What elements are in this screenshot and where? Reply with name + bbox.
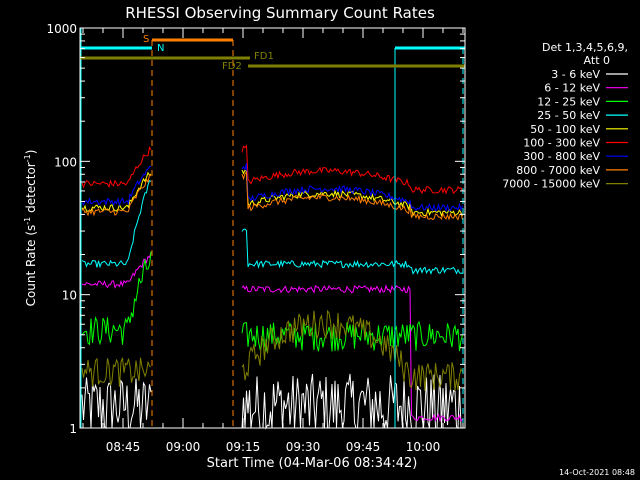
y-axis-ticks: 1 10 100 1000 <box>46 22 465 436</box>
series-line-9 <box>81 357 152 387</box>
series-line-1 <box>81 377 152 430</box>
legend-entry-label: 7000 - 15000 keV <box>502 178 600 191</box>
legend-title-2: Att 0 <box>584 54 610 67</box>
series-line-2 <box>241 284 463 423</box>
flag-bars: SN FD1 FD2 <box>80 28 465 428</box>
flag-label-n: N <box>157 43 164 54</box>
legend-entry-label: 12 - 25 keV <box>537 95 600 108</box>
x-axis-ticks: 08:45 09:00 09:15 09:30 09:45 10:00 <box>82 28 464 454</box>
legend-entry-label: 25 - 50 keV <box>537 109 600 122</box>
generated-timestamp: 14-Oct-2021 08:48 <box>559 468 635 477</box>
series-line-4 <box>241 228 463 275</box>
legend-entry-label: 3 - 6 keV <box>551 68 600 81</box>
chart-title: RHESSI Observing Summary Count Rates <box>125 4 435 22</box>
plot-lines <box>81 144 463 430</box>
series-line-3 <box>81 251 152 346</box>
legend-entry-label: 100 - 300 keV <box>523 137 600 150</box>
y-tick-label: 1000 <box>46 22 77 36</box>
series-line-7 <box>241 163 463 213</box>
series-line-4 <box>81 180 152 269</box>
x-axis-label: Start Time (04-Mar-06 08:34:42) <box>207 456 418 471</box>
series-line-6 <box>81 146 152 189</box>
legend-entry-label: 50 - 100 keV <box>530 123 600 136</box>
series-line-1 <box>241 373 463 430</box>
plot-frame <box>79 27 466 429</box>
x-tick-label: 09:45 <box>346 440 381 454</box>
legend-entry-label: 800 - 7000 keV <box>516 164 600 177</box>
series-line-2 <box>81 252 152 289</box>
x-tick-label: 09:30 <box>286 440 321 454</box>
y-tick-label: 10 <box>62 289 77 303</box>
y-tick-label: 100 <box>54 155 77 169</box>
series-line-3 <box>241 320 463 352</box>
x-tick-label: 10:00 <box>406 440 441 454</box>
legend-entry-label: 300 - 800 keV <box>523 150 600 163</box>
series-line-7 <box>81 165 152 207</box>
series-line-6 <box>241 144 463 195</box>
flag-label-s: S <box>143 34 149 45</box>
series-line-8 <box>81 174 152 217</box>
flag-label-fd2: FD2 <box>222 61 242 72</box>
x-tick-label: 08:45 <box>106 440 141 454</box>
series-line-9 <box>241 309 463 391</box>
x-tick-label: 09:00 <box>166 440 201 454</box>
series-line-8 <box>241 171 463 221</box>
legend-entry-label: 6 - 12 keV <box>544 82 600 95</box>
x-tick-label: 09:15 <box>226 440 261 454</box>
flag-label-fd1: FD1 <box>254 51 274 62</box>
y-tick-label: 1 <box>69 422 77 436</box>
legend-title-1: Det 1,3,4,5,6,9, <box>542 41 628 54</box>
y-axis-label: Count Rate (s-1 detector-1) <box>23 150 38 307</box>
